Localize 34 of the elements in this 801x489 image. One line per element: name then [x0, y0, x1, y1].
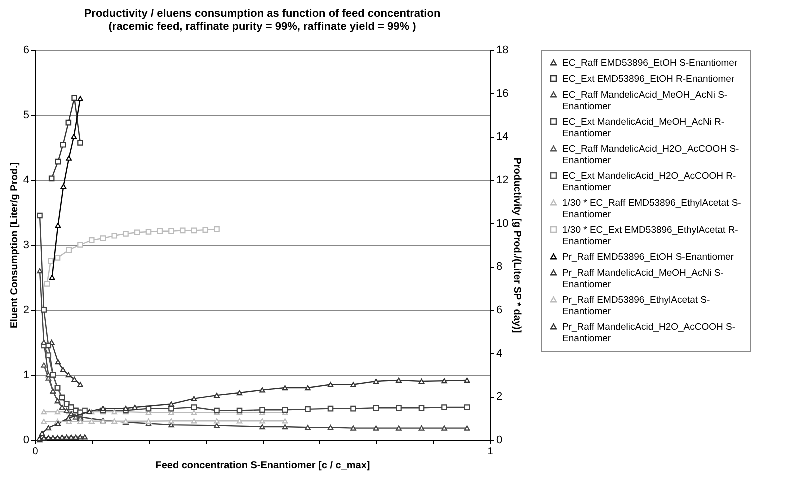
legend-label: 1/30 * EC_Raff EMD53896_EthylAcetat S-Enantiomer: [562, 198, 742, 220]
y-tick-label: 1: [23, 370, 30, 382]
y-tick-label: 2: [23, 304, 30, 316]
chart-subtitle: (racemic feed, raffinate purity = 99%, raffinate yield = 99% ): [108, 21, 417, 33]
legend-label: 1/30 * EC_Ext EMD53896_EthylAcetat R-Enantiomer: [562, 224, 738, 248]
legend-label: Pr_Raff MandelicAcid_H2O_AcCOOH S-Enantiomer: [562, 322, 736, 344]
y2-tick-label: 0: [496, 434, 503, 446]
legend-label: EC_Ext MandelicAcid_H2O_AcCOOH R-Enantiomer: [562, 170, 736, 194]
legend-label: EC_Raff MandelicAcid_H2O_AcCOOH S-Enantiomer: [562, 144, 740, 166]
y-axis-title: Eluent Consumption [Liter/g Prod.]: [9, 162, 20, 329]
legend-label: Pr_Raff EMD53896_EtOH S-Enantiomer: [562, 252, 734, 263]
y-tick-label: 0: [23, 434, 30, 446]
y2-axis-title: Productivity [g Prod./(Liter SP * day)]: [512, 158, 523, 334]
y2-tick-label: 10: [496, 218, 509, 230]
chart-title: Productivity / eluens consumption as function of feed concentration: [84, 8, 441, 20]
legend-label: Pr_Raff EMD53896_EthylAcetat S-Enantiomer: [562, 294, 710, 318]
legend-label: Pr_Raff MandelicAcid_MeOH_AcNi S-Enantiomer: [562, 268, 724, 290]
legend-label: EC_Raff MandelicAcid_MeOH_AcNi S-Enantiomer: [562, 90, 728, 112]
y2-tick-label: 18: [496, 44, 509, 56]
y2-tick-label: 12: [496, 174, 509, 186]
legend-label: EC_Raff EMD53896_EtOH S-Enantiomer: [562, 58, 738, 69]
y-tick-label: 4: [23, 174, 30, 186]
y2-tick-label: 4: [496, 348, 503, 360]
y2-tick-label: 2: [496, 391, 503, 404]
y2-tick-label: 16: [496, 88, 509, 100]
y2-tick-label: 6: [496, 304, 503, 316]
x-axis-title: Feed concentration S-Enantiomer [c / c_max]: [156, 460, 370, 472]
y2-tick-label: 8: [496, 261, 503, 274]
y-tick-label: 6: [23, 44, 30, 56]
legend-label: EC_Ext EMD53896_EtOH R-Enantiomer: [562, 74, 735, 85]
y2-tick-label: 14: [496, 131, 509, 144]
legend-label: EC_Ext MandelicAcid_MeOH_AcNi R-Enantiomer: [562, 116, 725, 140]
y-tick-label: 5: [23, 110, 30, 122]
y-tick-label: 3: [23, 240, 30, 252]
